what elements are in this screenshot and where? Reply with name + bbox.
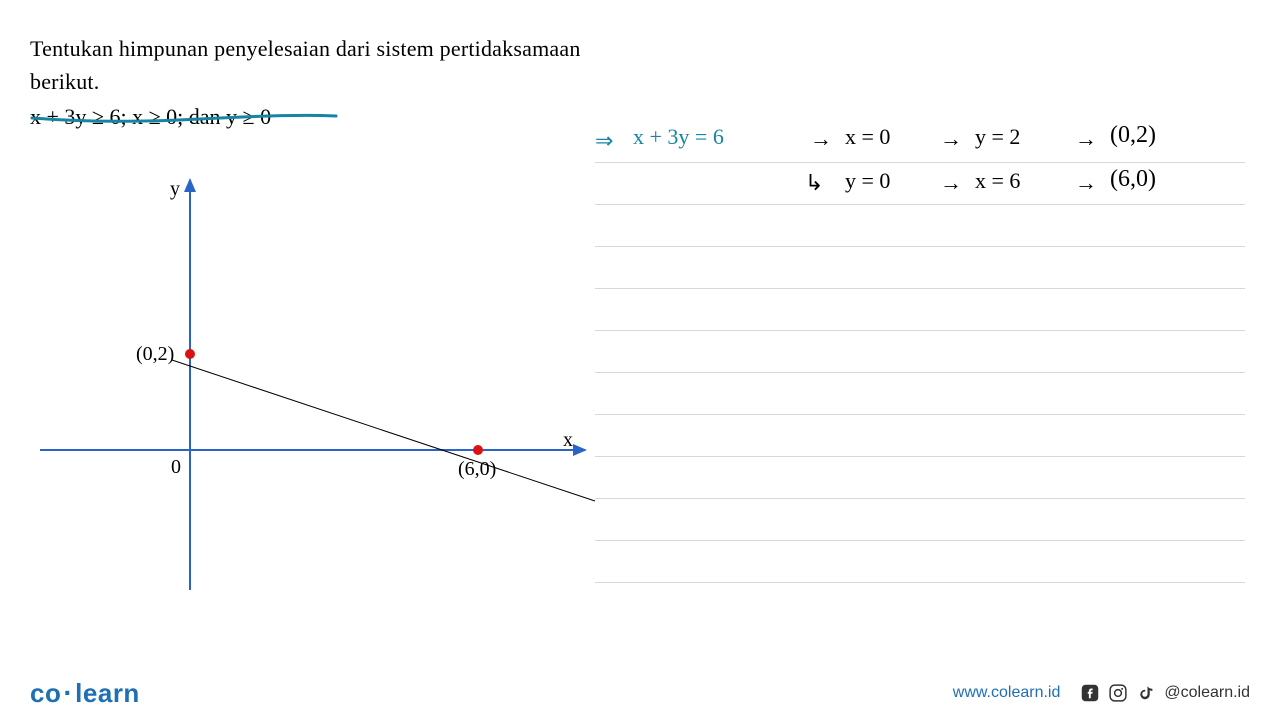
brand-logo: co·learn: [30, 677, 140, 709]
ruled-line: [595, 330, 1245, 331]
arrow-icon: →: [940, 126, 962, 152]
brand-learn: learn: [75, 678, 140, 708]
arrow-icon: →: [1075, 170, 1097, 196]
arrow-icon: →: [810, 126, 832, 152]
x-axis-label: x: [563, 429, 573, 451]
ruled-line: [595, 162, 1245, 163]
footer-url: www.colearn.id: [953, 684, 1061, 702]
point-02: (0,2): [1110, 122, 1156, 149]
coordinate-graph: y x 0 (0,2) (6,0): [40, 170, 600, 600]
footer-right: www.colearn.id @colearn.id: [953, 683, 1250, 703]
ruled-line: [595, 372, 1245, 373]
footer: co·learn www.colearn.id @colearn.id: [0, 666, 1280, 720]
notes-area: ⇒ x + 3y = 6 → x = 0 → y = 2 → (0,2) ↳ y…: [595, 100, 1255, 590]
point-60: (6,0): [1110, 166, 1156, 193]
instagram-icon: [1108, 683, 1128, 703]
origin-label: 0: [171, 456, 181, 478]
social-handle: @colearn.id: [1164, 684, 1250, 702]
graph-area: y x 0 (0,2) (6,0): [40, 170, 600, 600]
y-axis-label: y: [170, 178, 180, 200]
ruled-line: [595, 498, 1245, 499]
tiktok-icon: [1136, 683, 1156, 703]
ruled-line: [595, 456, 1245, 457]
ruled-line: [595, 204, 1245, 205]
ruled-line: [595, 246, 1245, 247]
arrow-icon: →: [1075, 126, 1097, 152]
ruled-line: [595, 414, 1245, 415]
step-x6: x = 6: [975, 168, 1020, 194]
branch-icon: ↳: [805, 170, 823, 196]
brand-co: co: [30, 678, 61, 708]
ruled-line: [595, 288, 1245, 289]
step-y0: y = 0: [845, 168, 890, 194]
step-y2: y = 2: [975, 124, 1020, 150]
problem-line1: Tentukan himpunan penyelesaian dari sist…: [30, 32, 670, 65]
social-icons: @colearn.id: [1080, 683, 1250, 703]
underline-swash: [30, 112, 340, 126]
point-b-dot: [473, 445, 483, 455]
plot-line: [172, 360, 595, 501]
step-x0: x = 0: [845, 124, 890, 150]
point-b-label: (6,0): [458, 458, 496, 480]
point-a-label: (0,2): [136, 343, 174, 365]
implies-arrow: ⇒: [595, 128, 613, 154]
ruled-line: [595, 582, 1245, 583]
eq-main: x + 3y = 6: [633, 124, 724, 150]
point-a-dot: [185, 349, 195, 359]
brand-dot-icon: ·: [61, 677, 75, 708]
ruled-line: [595, 540, 1245, 541]
arrow-icon: →: [940, 170, 962, 196]
facebook-icon: [1080, 683, 1100, 703]
problem-line2: berikut.: [30, 65, 670, 98]
